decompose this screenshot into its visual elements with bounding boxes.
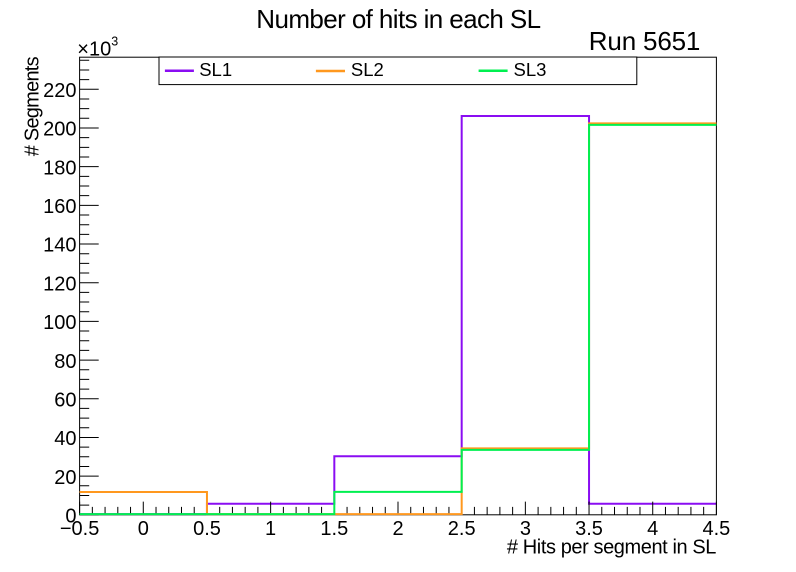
svg-text:−0.5: −0.5: [60, 518, 99, 540]
svg-text:SL3: SL3: [514, 59, 547, 80]
svg-text:# Segments: # Segments: [22, 56, 44, 156]
svg-text:220: 220: [43, 80, 76, 102]
svg-text:1.5: 1.5: [320, 518, 348, 540]
svg-text:180: 180: [43, 157, 76, 179]
svg-text:1: 1: [265, 518, 276, 540]
svg-text:3.5: 3.5: [575, 518, 603, 540]
svg-text:160: 160: [43, 196, 76, 218]
svg-text:×10: ×10: [77, 39, 111, 61]
svg-text:2.5: 2.5: [448, 518, 476, 540]
svg-text:3: 3: [111, 35, 118, 49]
svg-text:SL1: SL1: [199, 59, 232, 80]
svg-text:SL2: SL2: [351, 59, 384, 80]
svg-text:80: 80: [54, 351, 76, 373]
svg-text:# Hits per segment in SL: # Hits per segment in SL: [507, 537, 717, 559]
svg-text:120: 120: [43, 273, 76, 295]
svg-text:4.5: 4.5: [702, 518, 730, 540]
svg-text:200: 200: [43, 119, 76, 141]
svg-text:100: 100: [43, 312, 76, 334]
svg-text:3: 3: [520, 518, 531, 540]
svg-text:Run 5651: Run 5651: [589, 26, 701, 56]
svg-text:Number of hits in each SL: Number of hits in each SL: [256, 4, 541, 34]
svg-text:0.5: 0.5: [193, 518, 221, 540]
svg-text:60: 60: [54, 390, 76, 412]
svg-text:0: 0: [65, 506, 76, 528]
svg-text:20: 20: [54, 467, 76, 489]
svg-text:0: 0: [138, 518, 149, 540]
svg-text:2: 2: [392, 518, 403, 540]
svg-text:4: 4: [647, 518, 658, 540]
svg-text:140: 140: [43, 235, 76, 257]
svg-text:40: 40: [54, 428, 76, 450]
